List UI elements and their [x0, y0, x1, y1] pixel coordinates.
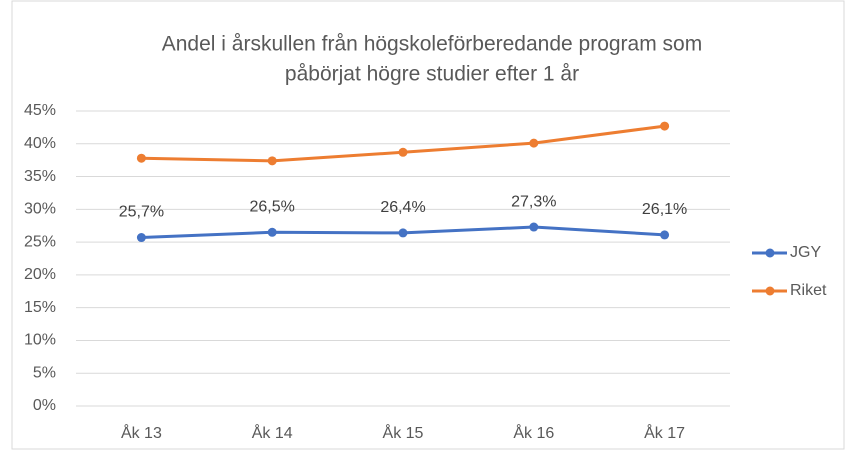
x-tick-label: Åk 15 [383, 423, 424, 442]
point [398, 228, 408, 238]
point [660, 230, 670, 240]
legend-marker [765, 286, 775, 296]
point [529, 222, 539, 232]
point [267, 227, 277, 237]
y-tick-label: 5% [33, 364, 56, 381]
y-tick-label: 20% [24, 266, 56, 283]
y-tick-label: 45% [24, 102, 56, 119]
y-tick-label: 35% [24, 168, 56, 185]
data-label: 26,1% [642, 201, 687, 218]
point [136, 153, 146, 163]
point [529, 138, 539, 148]
x-tick-label: Åk 17 [644, 423, 685, 442]
legend-label: Riket [790, 282, 827, 299]
data-label: 26,4% [380, 199, 425, 216]
data-label: 26,5% [250, 198, 295, 215]
point [136, 233, 146, 243]
legend-marker [765, 248, 775, 258]
point [660, 121, 670, 131]
point [398, 147, 408, 157]
y-tick-label: 10% [24, 332, 56, 349]
y-tick-label: 25% [24, 233, 56, 250]
y-tick-label: 40% [24, 135, 56, 152]
chart-title: påbörjat högre studier efter 1 år [285, 63, 579, 86]
data-label: 27,3% [511, 193, 556, 210]
point [267, 156, 277, 166]
chart-title: Andel i årskullen från högskoleförbereda… [162, 33, 702, 56]
y-tick-label: 15% [24, 299, 56, 316]
x-tick-label: Åk 13 [121, 423, 162, 442]
y-tick-label: 30% [24, 201, 56, 218]
y-tick-label: 0% [33, 397, 56, 414]
data-label: 25,7% [119, 204, 164, 221]
x-tick-label: Åk 16 [513, 423, 554, 442]
legend-label: JGY [790, 244, 821, 261]
x-tick-label: Åk 14 [252, 423, 293, 442]
chart-frame [11, 0, 845, 450]
